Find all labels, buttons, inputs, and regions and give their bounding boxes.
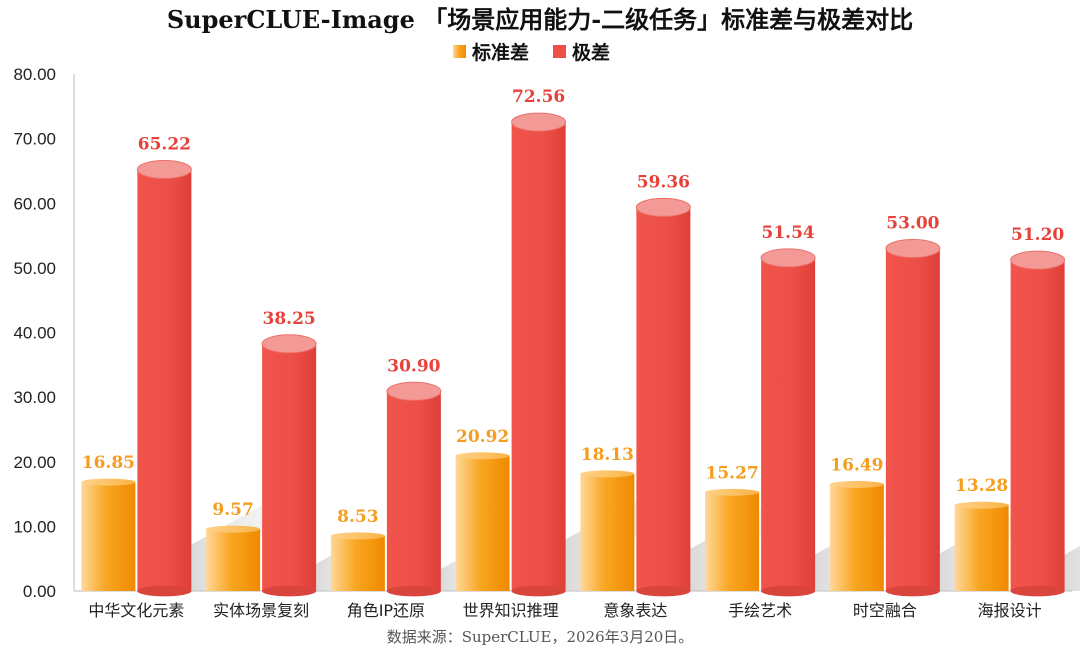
data-label-std: 16.85: [82, 453, 135, 473]
bar-std: [829, 484, 884, 591]
bar-range: [761, 257, 816, 591]
x-tick-label: 角色IP还原: [347, 601, 425, 620]
bar-range: [636, 207, 691, 592]
legend-label-std: 标准差: [472, 41, 529, 64]
data-label-range: 51.54: [762, 223, 815, 243]
bar-std: [455, 455, 510, 591]
data-label-range: 51.20: [1011, 225, 1064, 245]
data-label-std: 15.27: [706, 463, 759, 483]
bar-std: [330, 535, 385, 591]
bar-range-top: [760, 248, 816, 268]
bar-range-base: [885, 585, 940, 597]
y-tick-label: 50.00: [13, 259, 56, 278]
data-label-std: 9.57: [212, 500, 253, 520]
bar-range-top: [635, 197, 691, 217]
x-tick-label: 意象表达: [603, 601, 667, 620]
bar-std-top: [705, 488, 760, 496]
data-label-range: 38.25: [263, 309, 316, 329]
data-label-range: 65.22: [138, 135, 191, 155]
y-tick-labels: 0.00 10.00 20.00 30.00 40.00 50.00 60.00 70.00 8…: [13, 65, 56, 601]
x-tick-labels: 中华文化元素 实体场景复刻 角色IP还原 世界知识推理 意象表达 手绘艺术 时空融合 海报设计: [88, 601, 1041, 620]
data-label-std: 18.13: [581, 445, 634, 465]
bar-std: [580, 473, 635, 591]
legend-swatch-range: [553, 45, 566, 58]
y-tick-label: 60.00: [13, 194, 56, 213]
bar-range-top: [136, 160, 192, 180]
bar-std: [954, 505, 1009, 591]
x-tick-label: 手绘艺术: [728, 601, 792, 620]
bar-range-base: [262, 585, 317, 597]
y-tick-label: 0.00: [23, 582, 56, 601]
chart-title: SuperCLUE-Image 「场景应用能力-二级任务」标准差与极差对比: [167, 5, 913, 34]
bar-range: [885, 248, 940, 592]
bar-range: [386, 391, 441, 591]
data-label-range: 72.56: [512, 87, 565, 107]
bar-std: [705, 492, 760, 591]
bar-range-base: [636, 585, 691, 597]
bar-std-top: [954, 501, 1009, 509]
x-tick-label: 海报设计: [978, 601, 1042, 620]
bar-std-top: [206, 525, 261, 533]
x-tick-label: 时空融合: [853, 601, 917, 620]
bar-range-base: [137, 585, 192, 597]
bar-std-top: [455, 452, 510, 460]
data-label-range: 30.90: [387, 356, 440, 376]
data-label-std: 16.49: [830, 455, 883, 475]
x-tick-label: 实体场景复刻: [213, 601, 309, 620]
bar-std: [206, 529, 261, 591]
bar-std-top: [330, 532, 385, 540]
bar-std-top: [829, 480, 884, 488]
data-label-std: 20.92: [456, 427, 509, 447]
x-tick-label: 中华文化元素: [88, 601, 184, 620]
bar-range: [511, 122, 566, 592]
bar-shadow: [1064, 546, 1080, 591]
bar-range-base: [511, 585, 566, 597]
y-tick-label: 80.00: [13, 65, 56, 84]
bars: 16.85 65.22 9.57 38.25 8.53 30.90 20.92 72.56 18…: [81, 87, 1066, 597]
bar-range-top: [261, 334, 317, 354]
bar-range-base: [1010, 585, 1065, 597]
data-label-std: 13.28: [955, 476, 1008, 496]
bar-range-top: [511, 112, 567, 132]
bar-range-top: [386, 381, 442, 401]
bar-range: [262, 343, 317, 591]
bar-std: [81, 482, 136, 591]
bar-std-top: [580, 470, 635, 478]
y-tick-label: 70.00: [13, 130, 56, 149]
legend-swatch-std: [453, 45, 466, 58]
legend: 标准差 极差: [453, 41, 610, 64]
y-tick-label: 10.00: [13, 517, 56, 536]
y-tick-label: 20.00: [13, 453, 56, 472]
bar-range-top: [1010, 250, 1066, 270]
data-label-range: 59.36: [637, 172, 690, 192]
y-tick-label: 40.00: [13, 324, 56, 343]
x-tick-label: 世界知识推理: [463, 601, 559, 620]
bar-range-base: [386, 585, 441, 597]
bar-std-top: [81, 478, 136, 486]
source-note: 数据来源：SuperCLUE，2026年3月20日。: [387, 628, 694, 646]
bar-range-top: [885, 238, 941, 258]
y-tick-label: 30.00: [13, 388, 56, 407]
legend-label-range: 极差: [572, 41, 610, 64]
bar-shadows: [191, 487, 1080, 591]
bar-range: [137, 169, 192, 591]
bar-range-base: [761, 585, 816, 597]
bar-range: [1010, 260, 1065, 591]
data-label-range: 53.00: [886, 213, 939, 233]
data-label-std: 8.53: [337, 507, 378, 527]
